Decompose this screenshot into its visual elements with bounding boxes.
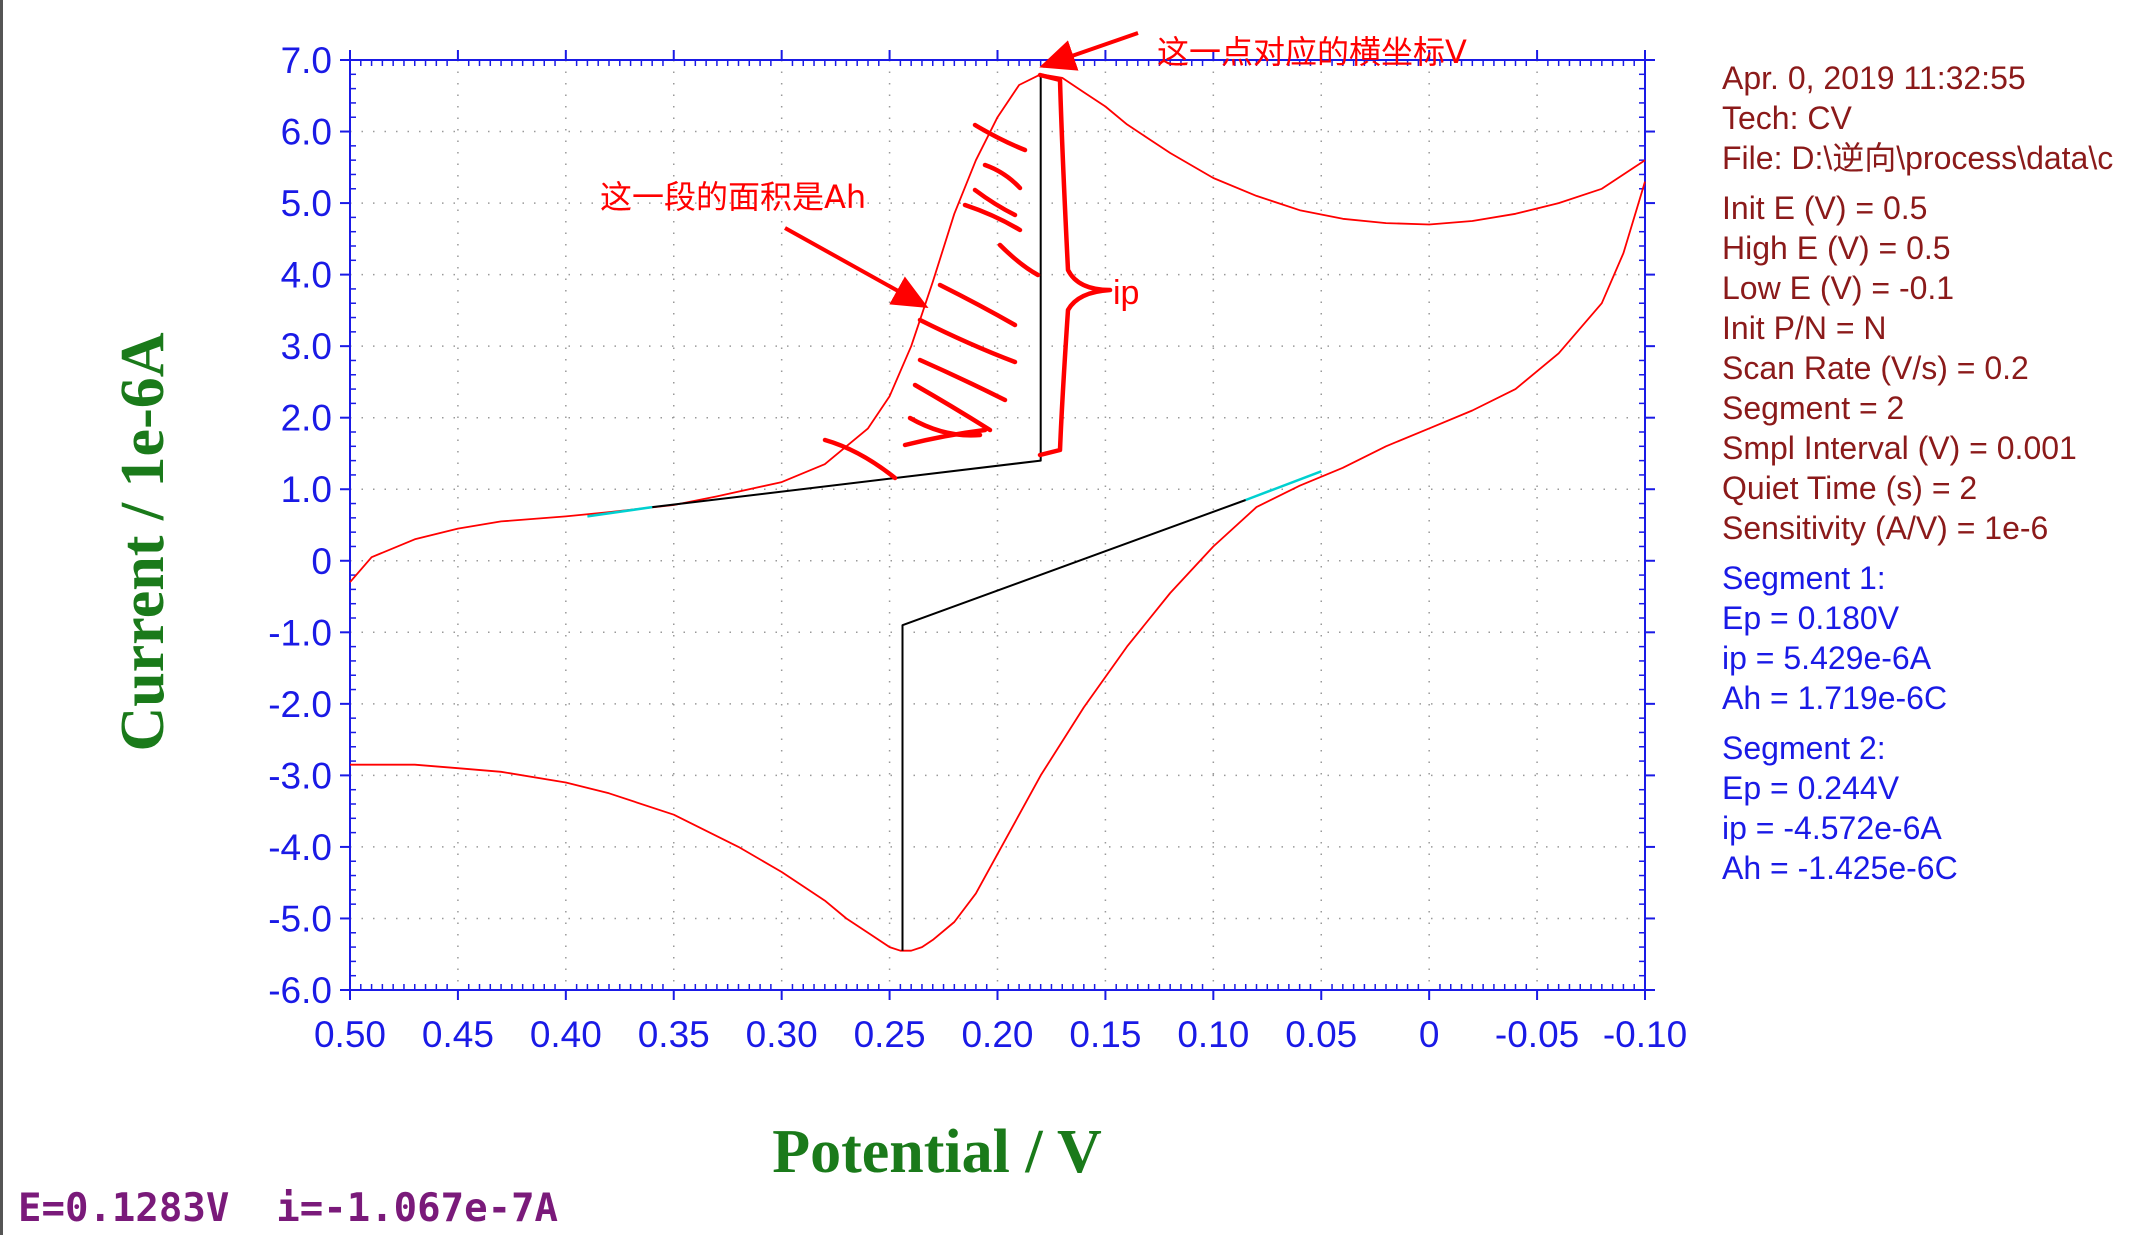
y-tick-label: 6.0 [281,112,332,153]
baseline-segment-3 [652,74,1042,509]
hatch-mark [937,282,1018,328]
x-tick-label: 0 [1419,1014,1440,1055]
param-init-pn: Init P/N = N [1722,310,1887,346]
segment2-ip: ip = -4.572e-6A [1722,810,1942,846]
segment2-ah: Ah = -1.425e-6C [1722,850,1958,886]
segment1-ip: ip = 5.429e-6A [1722,640,1932,676]
x-tick-label: 0.20 [961,1014,1033,1055]
series-layer [349,73,1646,952]
annotation-peak-potential: 这一点对应的横坐标V [1157,33,1467,71]
hatch-mark [912,382,993,433]
y-tick-label: -1.0 [268,612,332,653]
annotation-area: 这一段的面积是Ah [600,178,866,216]
hand-annotations [784,31,1139,481]
param-low-e: Low E (V) = -0.1 [1722,270,1955,306]
y-tick-label: 0 [311,541,332,582]
y-tick-label: 2.0 [281,398,332,439]
info-panel: Apr. 0, 2019 11:32:55 Tech: CV File: D:\… [1722,58,2113,888]
cursor-readout: E=0.1283V i=-1.067e-7A [18,1186,559,1231]
segment1-ep: Ep = 0.180V [1722,600,1900,636]
x-tick-label: 0.10 [1177,1014,1249,1055]
hatch-mark [997,242,1041,278]
segment1-ah: Ah = 1.719e-6C [1722,680,1948,716]
hatch-mark [972,122,1028,153]
param-smpl-interval: Smpl Interval (V) = 0.001 [1722,430,2077,466]
y-tick-label: -2.0 [268,684,332,725]
ip-brace [1037,72,1113,458]
param-init-e: Init E (V) = 0.5 [1722,190,1928,226]
x-tick-label: 0.30 [746,1014,818,1055]
hatch-mark [822,437,898,481]
y-tick-label: -5.0 [268,898,332,939]
param-quiet-time: Quiet Time (s) = 2 [1722,470,1978,506]
grid-lines [350,60,1645,990]
arrow-to-peak [1039,31,1139,71]
y-tick-label: 4.0 [281,255,332,296]
y-tick-label: -6.0 [268,970,332,1011]
param-sensitivity: Sensitivity (A/V) = 1e-6 [1722,510,2049,546]
segment2-ep: Ep = 0.244V [1722,770,1900,806]
info-date: Apr. 0, 2019 11:32:55 [1722,60,2026,96]
y-axis-title: Current / 1e-6A [109,332,177,751]
x-tick-label: 0.45 [422,1014,494,1055]
baseline-tangent-2 [1245,470,1322,502]
axis-ticks [340,50,1655,1000]
segment2-title: Segment 2: [1722,730,1886,766]
hatch-mark [982,162,1023,191]
cv-curve-segment-1 [349,73,1646,583]
hatch-mark [962,202,1023,233]
x-tick-label: 0.05 [1285,1014,1357,1055]
segment1-title: Segment 1: [1722,560,1886,596]
y-tick-label: -3.0 [268,755,332,796]
y-tick-label: 7.0 [281,40,332,81]
param-high-e: High E (V) = 0.5 [1722,230,1951,266]
x-tick-label: -0.05 [1495,1014,1579,1055]
hatch-mark [972,187,1018,218]
x-tick-label: 0.40 [530,1014,602,1055]
y-tick-label: 3.0 [281,326,332,367]
y-tick-label: 1.0 [281,469,332,510]
hatch-mark [917,317,1018,365]
y-tick-label: 5.0 [281,183,332,224]
x-tick-label: 0.35 [638,1014,710,1055]
info-file: File: D:\逆向\process\data\c [1722,140,2114,176]
x-tick-label: 0.50 [314,1014,386,1055]
hatch-mark [902,427,988,448]
x-axis-title: Potential / V [772,1118,1102,1186]
arrow-to-area [784,226,929,308]
y-tick-label: -4.0 [268,827,332,868]
tick-labels: 0.50 0.45 0.40 0.35 0.30 0.25 0.20 0.15 0.10 0.05… [268,40,1687,1055]
x-tick-label: -0.10 [1603,1014,1687,1055]
param-scan-rate: Scan Rate (V/s) = 0.2 [1722,350,2029,386]
baseline-segment-4 [901,499,1247,951]
x-tick-label: 0.15 [1069,1014,1141,1055]
info-tech: Tech: CV [1722,100,1852,136]
baseline-tangent-1 [587,505,653,518]
hatch-mark [917,357,1008,403]
x-tick-label: 0.25 [854,1014,926,1055]
hatch-mark [907,415,983,438]
cv-curve-segment-2 [350,181,1646,952]
annotation-ip: ip [1113,274,1139,312]
param-segment: Segment = 2 [1722,390,1905,426]
